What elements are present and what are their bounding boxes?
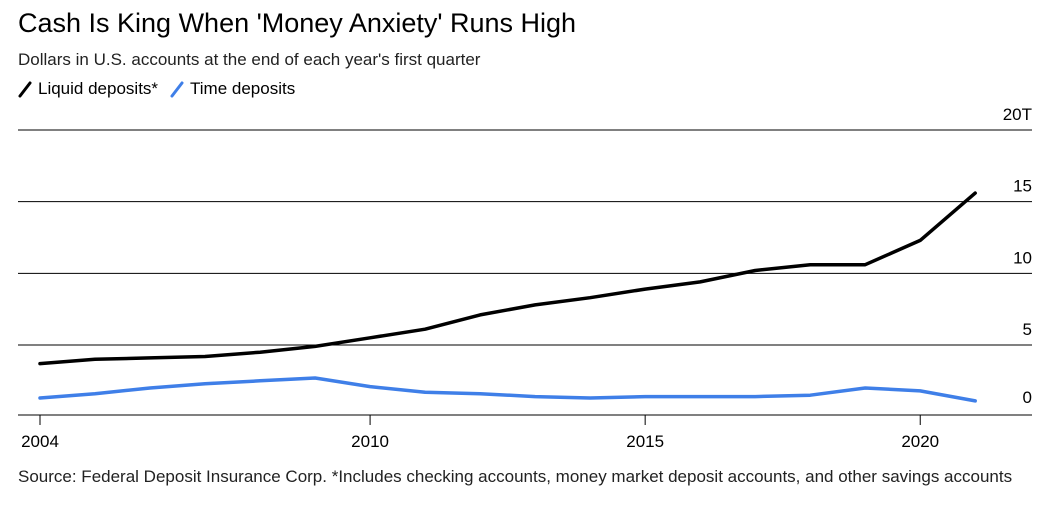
series-line-liquid-deposits [38,191,977,366]
x-tick-label-2015: 2015 [626,432,664,451]
x-tick-label-2020: 2020 [901,432,939,451]
y-tick-label-5: 5 [1023,320,1032,339]
x-tick-label-2004: 2004 [21,432,59,451]
chart-title: Cash Is King When 'Money Anxiety' Runs H… [18,8,577,38]
y-tick-label-0: 0 [1023,388,1032,407]
chart-subtitle: Dollars in U.S. accounts at the end of e… [18,50,481,69]
y-tick-label-10: 10 [1013,248,1032,267]
y-tick-label-15: 15 [1013,177,1032,196]
source-footnote: Source: Federal Deposit Insurance Corp. … [18,467,1013,486]
line-chart: 0 5 10 15 20T 2004 2010 2015 2020 [18,105,1032,451]
x-tick-label-2010: 2010 [351,432,389,451]
chart-legend: Liquid deposits* Time deposits [18,79,307,99]
legend-swatch-liquid-deposits [18,81,32,98]
series-line-time-deposits [38,376,977,403]
y-tick-label-20: 20T [1003,105,1032,124]
legend-label-liquid-deposits: Liquid deposits* [38,79,159,98]
legend-item-time-deposits: Time deposits [170,79,295,99]
legend-label-time-deposits: Time deposits [190,79,296,98]
legend-item-liquid-deposits: Liquid deposits* [18,79,158,99]
legend-swatch-time-deposits [170,81,184,98]
